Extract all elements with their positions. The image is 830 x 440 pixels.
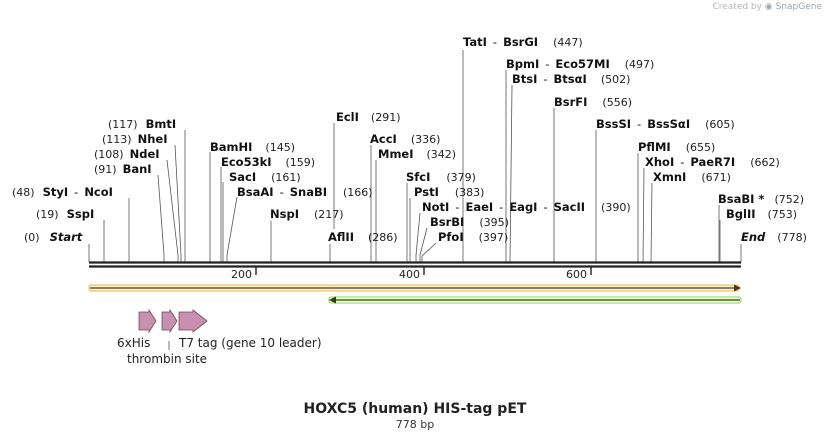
site-styi[interactable]: (48) StyI - NcoI bbox=[12, 185, 113, 199]
site-xhoi[interactable]: XhoI - PaeR7I (662) bbox=[645, 155, 780, 169]
feature-t7tag-arrow-icon[interactable] bbox=[178, 309, 208, 333]
connector-pfoi bbox=[421, 242, 437, 257]
site-ecli[interactable]: EclI (291) bbox=[336, 110, 401, 124]
site-bmti[interactable]: (117) BmtI bbox=[108, 117, 176, 131]
site-bani[interactable]: (91) BanI bbox=[94, 162, 152, 176]
connector-bsrbi bbox=[419, 227, 428, 256]
site-bpmi[interactable]: BpmI - Eco57MI (497) bbox=[506, 57, 654, 71]
end-label: End (778) bbox=[741, 230, 807, 244]
tick-label-400: 400 bbox=[399, 268, 420, 281]
map-title: HOXC5 (human) HIS-tag pET bbox=[303, 401, 527, 417]
credit-text: Created by ◉ SnapGene bbox=[712, 2, 822, 12]
site-mmei[interactable]: MmeI (342) bbox=[378, 147, 456, 161]
connector-bani bbox=[157, 174, 165, 256]
dna-backbone: 200 400 600 bbox=[89, 261, 741, 281]
site-bsrfi[interactable]: BsrFI (556) bbox=[554, 95, 632, 109]
tick-label-200: 200 bbox=[231, 268, 252, 281]
site-aflii[interactable]: AflII (286) bbox=[328, 230, 398, 244]
feature-thrombin-arrow-icon[interactable] bbox=[161, 308, 178, 334]
orf-track-orange[interactable] bbox=[88, 284, 741, 292]
site-psti[interactable]: PstI (383) bbox=[414, 185, 484, 199]
snapgene-logo: ◉ bbox=[764, 2, 773, 12]
feature-label-t7tag: T7 tag (gene 10 leader) bbox=[178, 336, 322, 350]
connector-btsi bbox=[509, 84, 513, 263]
connector-xhoi bbox=[642, 167, 645, 263]
connector-nhei bbox=[174, 144, 182, 256]
site-bsrbi[interactable]: BsrBI (395) bbox=[430, 215, 509, 229]
site-tati[interactable]: TatI - BsrGI (447) bbox=[463, 35, 583, 49]
feature-label-6xhis: 6xHis bbox=[117, 336, 150, 350]
site-sfci[interactable]: SfcI (379) bbox=[406, 170, 476, 184]
site-ndei[interactable]: (108) NdeI bbox=[94, 147, 160, 161]
site-bamhi[interactable]: BamHI (145) bbox=[210, 140, 295, 154]
credit-brand: SnapGene bbox=[775, 2, 822, 12]
site-bsabi[interactable]: BsaBI * (752) bbox=[718, 192, 804, 206]
connector-noti bbox=[415, 212, 421, 256]
site-eco53ki[interactable]: Eco53kI (159) bbox=[221, 155, 315, 169]
site-sspi[interactable]: (19) SspI bbox=[36, 207, 94, 221]
map-length: 778 bp bbox=[395, 418, 435, 431]
site-xmni[interactable]: XmnI (671) bbox=[653, 170, 731, 184]
site-bsssi[interactable]: BssSI - BssSαI (605) bbox=[596, 117, 735, 131]
site-labels: (117) BmtI (113) NheI (108) NdeI (91) BanI (… bbox=[12, 35, 807, 244]
feature-6xhis-arrow-icon[interactable] bbox=[138, 308, 157, 334]
start-label: (0) Start bbox=[24, 230, 83, 244]
tick-label-600: 600 bbox=[566, 268, 587, 281]
connector-bsaai bbox=[226, 196, 238, 256]
site-connectors bbox=[88, 50, 742, 263]
site-nhei[interactable]: (113) NheI bbox=[102, 132, 167, 146]
site-saci[interactable]: SacI (161) bbox=[229, 170, 301, 184]
site-pfoi[interactable]: PfoI (397) bbox=[438, 230, 508, 244]
orange-track-arrow-icon bbox=[734, 284, 741, 292]
site-pflmi[interactable]: PflMI (655) bbox=[638, 140, 715, 154]
connector-ndei bbox=[166, 159, 179, 256]
site-bglii[interactable]: BglII (753) bbox=[726, 207, 797, 221]
site-noti[interactable]: NotI - EaeI - EagI - SacII (390) bbox=[422, 200, 631, 214]
site-acci[interactable]: AccI (336) bbox=[370, 132, 440, 146]
feature-label-thrombin: thrombin site bbox=[127, 352, 207, 366]
features: 6xHis thrombin site T7 tag (gene 10 lead… bbox=[117, 308, 322, 366]
site-nspi[interactable]: NspI (217) bbox=[270, 207, 344, 221]
green-track-arrow-icon bbox=[329, 296, 336, 304]
credit-prefix: Created by bbox=[712, 2, 762, 12]
site-btsi[interactable]: BtsI - BtsαI (502) bbox=[512, 72, 630, 86]
orf-track-green[interactable] bbox=[328, 296, 742, 304]
connector-xmni bbox=[650, 182, 653, 263]
site-bsaai[interactable]: BsaAI - SnaBI (166) bbox=[237, 185, 373, 199]
